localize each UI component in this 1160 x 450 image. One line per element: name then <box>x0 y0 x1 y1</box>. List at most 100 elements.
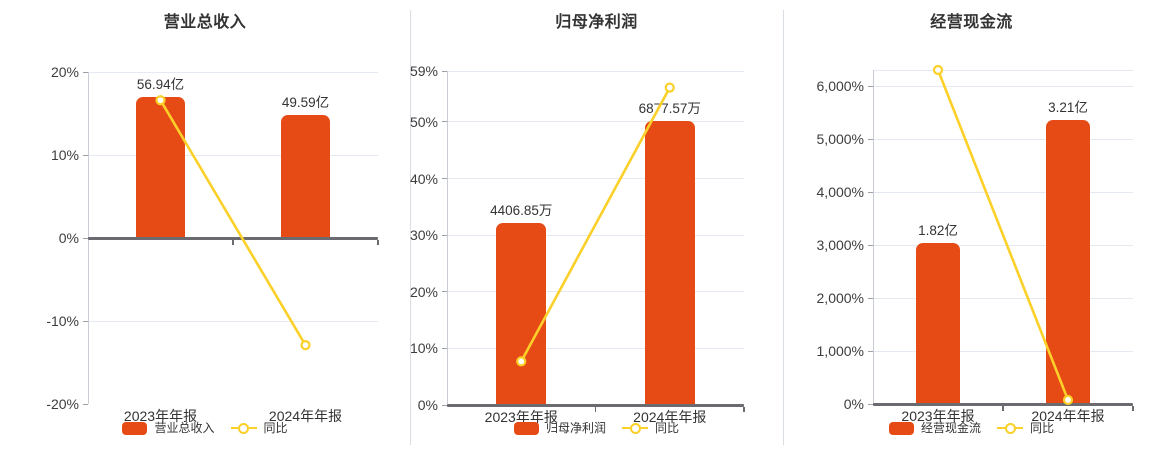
y-axis-tick <box>868 350 873 352</box>
legend-item-cashflow[interactable]: 经营现金流 <box>888 421 981 435</box>
x-axis-line <box>447 403 744 407</box>
panel-divider <box>783 10 784 445</box>
legend-bar-series-label: 归母净利润 <box>545 421 606 435</box>
y-axis-tick <box>83 320 88 322</box>
y-axis-tick-label: 0% <box>417 397 438 413</box>
x-axis-category-label: 2023年年报 <box>484 409 558 425</box>
y-axis-tick <box>868 244 873 246</box>
y-axis-tick-label: 20% <box>409 283 438 300</box>
y-axis-tick <box>442 121 447 123</box>
y-axis-tick-label: 2,000% <box>816 290 864 307</box>
x-axis-category-label: 2023年年报 <box>123 408 198 424</box>
y-axis-tick <box>442 404 447 406</box>
bar-value-label: 1.82亿 <box>918 223 958 239</box>
y-axis-tick-label: 6,000% <box>816 78 864 95</box>
y-axis-tick-label: 40% <box>409 170 438 187</box>
x-axis-tick <box>232 239 234 245</box>
chart-panel-revenue: 营业总收入 20% 10% 0% -10% -20% 56.94亿 2023年年报 49.59亿… <box>0 0 410 450</box>
yoy-line-marker <box>664 82 675 93</box>
gridline <box>447 234 744 236</box>
y-axis-line <box>873 70 874 404</box>
legend-line-icon <box>230 422 257 434</box>
chart-panel-operating-cashflow: 经营现金流 6,000% 5,000% 4,000% 3,000% 2,000% 1,000… <box>783 0 1160 450</box>
gridline <box>88 320 378 322</box>
legend-line-series-label: 同比 <box>655 421 680 435</box>
y-axis-tick-label: 59% <box>409 63 438 79</box>
yoy-line-marker <box>300 340 311 351</box>
gridline <box>873 297 1133 299</box>
y-axis-tick-label: -20% <box>46 396 79 412</box>
legend-line-series-label: 同比 <box>263 421 288 435</box>
y-axis-line <box>447 71 448 405</box>
gridline <box>873 85 1133 87</box>
chart-legend: 营业总收入 同比 <box>0 421 410 435</box>
y-axis-tick <box>83 237 88 239</box>
y-axis-tick <box>868 191 873 193</box>
bar-value-label: 49.59亿 <box>281 95 330 111</box>
bar[interactable] <box>644 121 695 405</box>
y-axis-tick-label: 5,000% <box>816 131 864 148</box>
x-axis-category-label: 2024年年报 <box>268 408 343 424</box>
y-axis-tick-label: 20% <box>50 64 79 80</box>
bar[interactable] <box>135 96 186 238</box>
legend-item-yoy[interactable]: 同比 <box>997 421 1054 435</box>
y-axis-tick <box>83 154 88 156</box>
legend-item-yoy[interactable]: 同比 <box>230 421 288 435</box>
bar[interactable] <box>1045 120 1091 404</box>
gridline <box>873 138 1133 140</box>
y-axis-tick-label: 4,000% <box>816 184 864 201</box>
x-axis-tick <box>743 406 745 412</box>
legend-bar-series-label: 营业总收入 <box>154 421 215 435</box>
chart-title: 经营现金流 <box>930 14 1013 31</box>
x-axis-tick <box>594 406 597 412</box>
y-axis-tick-label: 3,000% <box>816 237 864 254</box>
legend-item-revenue[interactable]: 营业总收入 <box>122 421 215 435</box>
y-axis-tick <box>442 70 447 72</box>
y-axis-tick-label: 0% <box>58 230 79 246</box>
bar-value-label: 4406.85万 <box>490 203 553 219</box>
y-axis-tick <box>442 291 447 293</box>
legend-line-icon <box>622 422 648 434</box>
legend-bar-series-label: 经营现金流 <box>920 421 981 435</box>
panel-divider <box>410 10 411 445</box>
bar-value-label: 56.94亿 <box>136 76 185 92</box>
x-axis-tick <box>1002 405 1004 411</box>
x-axis-tick <box>1132 405 1134 411</box>
gridline <box>447 70 744 72</box>
y-axis-tick-label: 0% <box>843 396 864 412</box>
bar[interactable] <box>915 243 961 404</box>
bar-value-label: 3.21亿 <box>1048 100 1088 116</box>
gridline <box>873 350 1133 352</box>
legend-line-icon <box>997 422 1023 434</box>
legend-bar-swatch-icon <box>888 421 914 435</box>
y-axis-tick-label: 50% <box>409 113 438 130</box>
bar[interactable] <box>496 223 547 405</box>
chart-title: 归母净利润 <box>555 14 638 31</box>
legend-line-series-label: 同比 <box>1030 421 1055 435</box>
chart-title: 营业总收入 <box>163 14 247 31</box>
x-axis-category-label: 2024年年报 <box>1031 408 1105 424</box>
legend-line-marker-icon <box>629 422 641 434</box>
legend-item-net-profit[interactable]: 归母净利润 <box>513 421 606 435</box>
bar[interactable] <box>280 115 331 238</box>
gridline <box>447 347 744 349</box>
y-axis-tick-label: 1,000% <box>816 343 864 360</box>
y-axis-tick-label: 10% <box>409 340 438 357</box>
y-axis-tick-label: 30% <box>409 227 438 244</box>
y-axis-tick <box>442 347 447 349</box>
legend-line-marker-icon <box>238 422 249 434</box>
y-axis-tick <box>868 138 873 140</box>
y-axis-tick <box>442 234 447 236</box>
gridline <box>88 154 378 156</box>
y-axis-tick <box>442 178 447 180</box>
gridline <box>873 69 1133 71</box>
gridline <box>447 178 744 180</box>
x-axis-tick <box>377 239 379 245</box>
x-axis-category-label: 2024年年报 <box>633 409 707 425</box>
gridline <box>873 244 1133 246</box>
legend-item-yoy[interactable]: 同比 <box>622 421 679 435</box>
gridline <box>88 71 378 73</box>
legend-bar-swatch-icon <box>122 421 148 435</box>
gridline <box>447 291 744 293</box>
